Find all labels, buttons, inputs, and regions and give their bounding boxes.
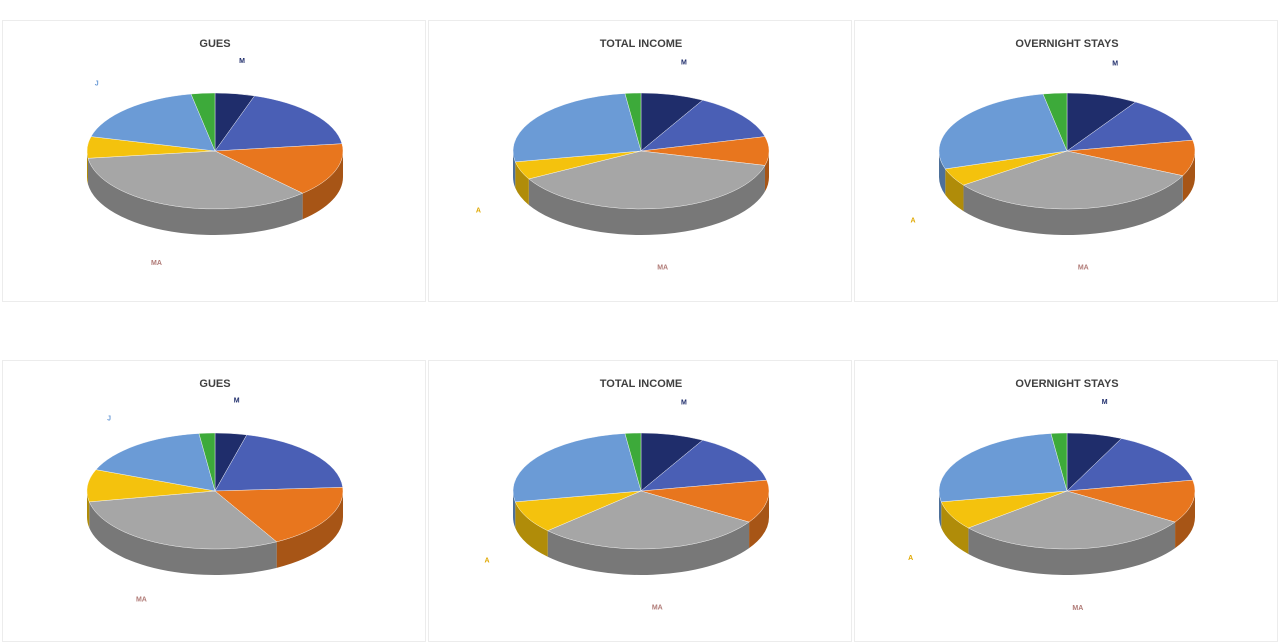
- pie-sides: [87, 491, 343, 575]
- chart-title: GUES: [199, 378, 230, 390]
- slice-label: J: [95, 81, 99, 88]
- chart-title: OVERNIGHT STAYS: [1015, 38, 1118, 50]
- pie-slice-side: [276, 491, 343, 568]
- pie-slice-side: [302, 151, 343, 220]
- pie-slice: [1050, 432, 1068, 492]
- slice-label: MA: [657, 264, 668, 271]
- pie-chart-overnight-1: OVERNIGHT STAYS M MA A: [911, 38, 1196, 272]
- pie-top: [938, 92, 1196, 210]
- pie-slice: [528, 150, 766, 210]
- pie-slice: [214, 487, 344, 543]
- pie-slice: [512, 93, 642, 163]
- pie-top: [86, 432, 344, 550]
- slice-label: M: [681, 400, 687, 407]
- pie-slice-side: [968, 522, 1176, 575]
- pie-slice: [938, 93, 1068, 170]
- pie-slice-side: [939, 491, 942, 528]
- pie-slice: [214, 434, 343, 492]
- pie-slice: [190, 92, 216, 152]
- slice-label: MA: [151, 260, 162, 267]
- pie-slice: [967, 490, 1176, 550]
- pie-slice: [1042, 92, 1068, 152]
- pie-slice: [1066, 139, 1196, 176]
- slice-label: MA: [1078, 265, 1089, 272]
- pie-slice-side: [963, 175, 1183, 235]
- pie-slice: [87, 150, 304, 210]
- pie-top: [512, 432, 770, 550]
- slice-label: M: [1102, 399, 1108, 406]
- pie-chart-income-2: TOTAL INCOME M MA A: [485, 378, 770, 612]
- slice-label: A: [908, 555, 913, 562]
- pie-slice-side: [1175, 491, 1195, 549]
- slice-label: MA: [652, 605, 663, 612]
- pie-chart-overnight-2: OVERNIGHT STAYS M MA A: [908, 378, 1196, 612]
- chart-panel-income-1: TOTAL INCOME M MA A: [428, 20, 852, 302]
- pie-slice: [640, 439, 768, 492]
- chart-title: TOTAL INCOME: [600, 38, 683, 50]
- slice-label: M: [681, 60, 687, 67]
- pie-slice-side: [939, 151, 946, 195]
- pie-slice-side: [87, 491, 90, 528]
- pie-sides: [939, 491, 1195, 575]
- pie-slice: [938, 433, 1068, 503]
- slice-label: MA: [1072, 605, 1083, 612]
- pie-slice: [90, 93, 216, 152]
- pie-slice-side: [547, 522, 750, 575]
- pie-slice: [624, 432, 642, 492]
- pie-chart-guests-1: GUES M MA J: [86, 38, 344, 267]
- chart-title: TOTAL INCOME: [600, 378, 683, 390]
- pie-slice: [640, 479, 770, 523]
- pie-sides: [87, 151, 343, 236]
- pie-sides: [513, 491, 769, 575]
- slice-label: A: [485, 557, 490, 564]
- slice-label: M: [234, 398, 240, 405]
- pie-slice: [198, 432, 216, 492]
- pie-slice-side: [945, 168, 964, 212]
- pie-slice: [624, 92, 642, 152]
- pie-slice-side: [515, 501, 548, 557]
- pie-slice-side: [528, 165, 765, 235]
- pie-slice-side: [749, 491, 769, 549]
- pie-top: [86, 92, 344, 210]
- pie-slice: [512, 433, 642, 503]
- pie-slice: [214, 143, 344, 194]
- pie-slice: [95, 433, 216, 492]
- chart-title: GUES: [199, 38, 230, 50]
- pie-slice: [88, 490, 278, 550]
- chart-panel-guests-1: GUES M MA J: [2, 20, 426, 302]
- pie-slice-side: [764, 151, 769, 192]
- pie-slice: [640, 99, 766, 152]
- pie-slice: [1066, 479, 1196, 523]
- pie-slice-side: [87, 151, 89, 185]
- chart-title: OVERNIGHT STAYS: [1015, 378, 1118, 390]
- slice-label: J: [107, 415, 111, 422]
- pie-slice-side: [89, 501, 277, 575]
- chart-panel-overnight-1: OVERNIGHT STAYS M MA A: [854, 20, 1278, 302]
- pie-slice: [1066, 101, 1194, 152]
- pie-sides: [513, 151, 769, 235]
- slice-label: M: [239, 58, 245, 65]
- pie-slice-side: [88, 158, 303, 236]
- pie-slice: [214, 95, 343, 152]
- pie-slice: [962, 150, 1184, 210]
- pie-slice-side: [515, 161, 529, 205]
- slice-label: A: [911, 217, 916, 224]
- pie-slice-side: [513, 491, 516, 528]
- chart-panel-income-2: TOTAL INCOME M MA A: [428, 360, 852, 642]
- pie-chart-guests-2: GUES M MA J: [86, 378, 344, 604]
- pie-top: [512, 92, 770, 210]
- pie-slice-side: [513, 151, 516, 188]
- slice-label: M: [1112, 60, 1118, 67]
- pie-chart-income-1: TOTAL INCOME M MA A: [476, 38, 770, 271]
- pie-slice: [547, 490, 750, 550]
- slice-label: MA: [136, 597, 147, 604]
- pie-slice: [1066, 438, 1194, 492]
- slice-label: A: [476, 207, 481, 214]
- pie-slice-side: [941, 501, 969, 554]
- chart-panel-overnight-2: OVERNIGHT STAYS M MA A: [854, 360, 1278, 642]
- chart-panel-guests-2: GUES M MA J: [2, 360, 426, 642]
- pie-top: [938, 432, 1196, 550]
